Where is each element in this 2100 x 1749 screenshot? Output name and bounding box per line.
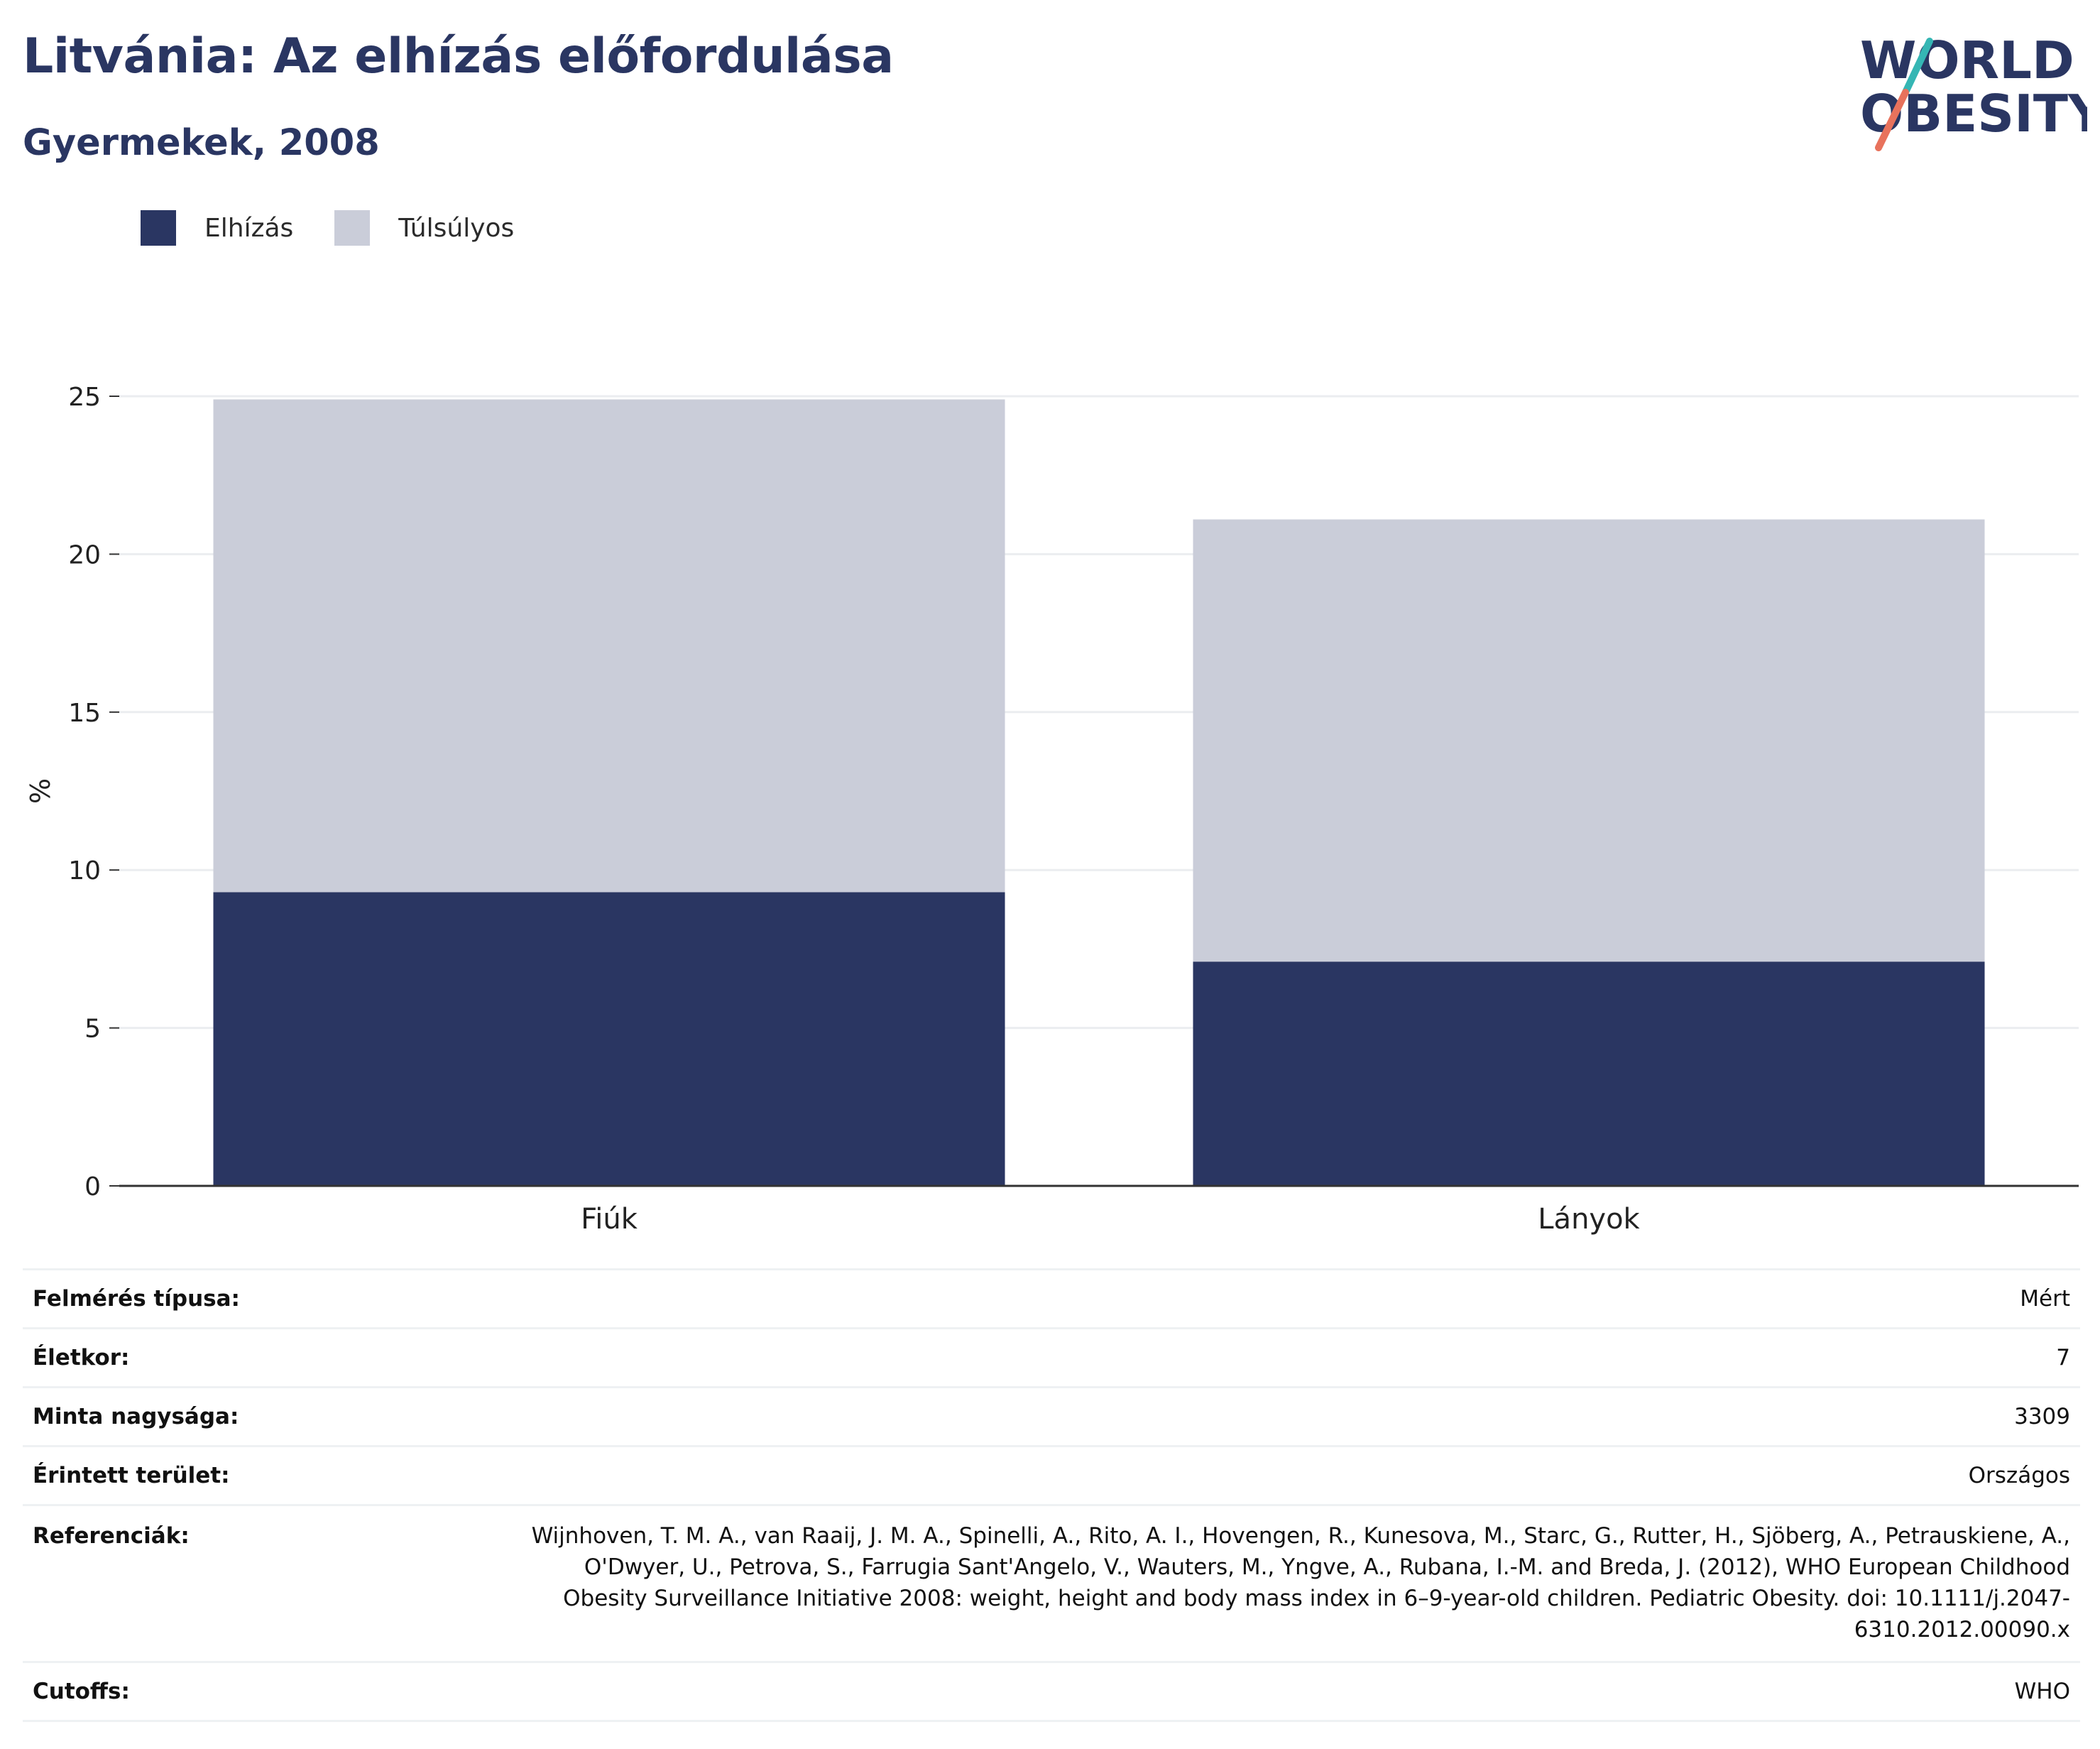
info-label: Érintett terület: <box>23 1445 497 1505</box>
info-label: Felmérés típusa: <box>23 1268 497 1329</box>
info-row-survey-type: Felmérés típusa: Mért <box>23 1268 2080 1329</box>
y-tick-label: 0 <box>84 1172 101 1202</box>
world-obesity-logo: WORLD OBESITY <box>1860 31 2087 151</box>
info-value: Országos <box>497 1445 2080 1505</box>
survey-info-table: Felmérés típusa: Mért Életkor: 7 Minta n… <box>23 1268 2080 1722</box>
info-value: 3309 <box>497 1386 2080 1446</box>
bar-elhizas <box>1193 961 1985 1186</box>
y-tick-label: 25 <box>68 383 101 412</box>
info-row-age: Életkor: 7 <box>23 1327 2080 1388</box>
y-axis-label: % <box>25 778 56 804</box>
info-value-references: Wijnhoven, T. M. A., van Raaij, J. M. A.… <box>497 1504 2080 1662</box>
legend-label-tulsulyos: Túlsúlyos <box>398 213 515 243</box>
legend-swatch-elhizas <box>141 210 176 246</box>
logo-accent-coral <box>1875 89 1909 151</box>
logo-line-1: WORLD <box>1860 31 2074 90</box>
stacked-bar-chart: 0 5 10 15 20 25% Fiúk Lányok <box>25 383 2079 1236</box>
bar-tulsulyos <box>1193 519 1985 962</box>
y-tick-label: 5 <box>84 1015 101 1044</box>
info-row-sample-size: Minta nagysága: 3309 <box>23 1386 2080 1446</box>
info-value: Mért <box>497 1268 2080 1329</box>
chart-title: Litvánia: Az elhízás előfordulása <box>23 28 894 85</box>
info-row-references: Referenciák: Wijnhoven, T. M. A., van Ra… <box>23 1504 2080 1662</box>
x-tick-label: Lányok <box>1538 1203 1640 1236</box>
chart-legend: Elhízás Túlsúlyos <box>141 210 555 246</box>
info-row-area: Érintett terület: Országos <box>23 1445 2080 1505</box>
logo-accent-teal <box>1902 38 1933 96</box>
legend-item-elhizas[interactable]: Elhízás <box>141 210 293 246</box>
info-label: Referenciák: <box>23 1504 497 1662</box>
info-row-cutoffs: Cutoffs: WHO <box>23 1661 2080 1722</box>
info-value: 7 <box>497 1327 2080 1388</box>
y-tick-label: 20 <box>68 540 101 570</box>
bar-tulsulyos <box>213 399 1005 893</box>
legend-swatch-tulsulyos <box>334 210 371 246</box>
info-label: Cutoffs: <box>23 1661 497 1722</box>
bar-elhizas <box>213 892 1005 1186</box>
legend-label-elhizas: Elhízás <box>204 213 294 243</box>
chart-subtitle: Gyermekek, 2008 <box>23 122 380 164</box>
x-tick-label: Fiúk <box>581 1203 638 1236</box>
info-label: Minta nagysága: <box>23 1386 497 1446</box>
info-label: Életkor: <box>23 1327 497 1388</box>
legend-item-tulsulyos[interactable]: Túlsúlyos <box>334 210 514 246</box>
y-tick-label: 10 <box>68 856 101 886</box>
info-value: WHO <box>497 1661 2080 1722</box>
y-tick-label: 15 <box>68 699 101 728</box>
